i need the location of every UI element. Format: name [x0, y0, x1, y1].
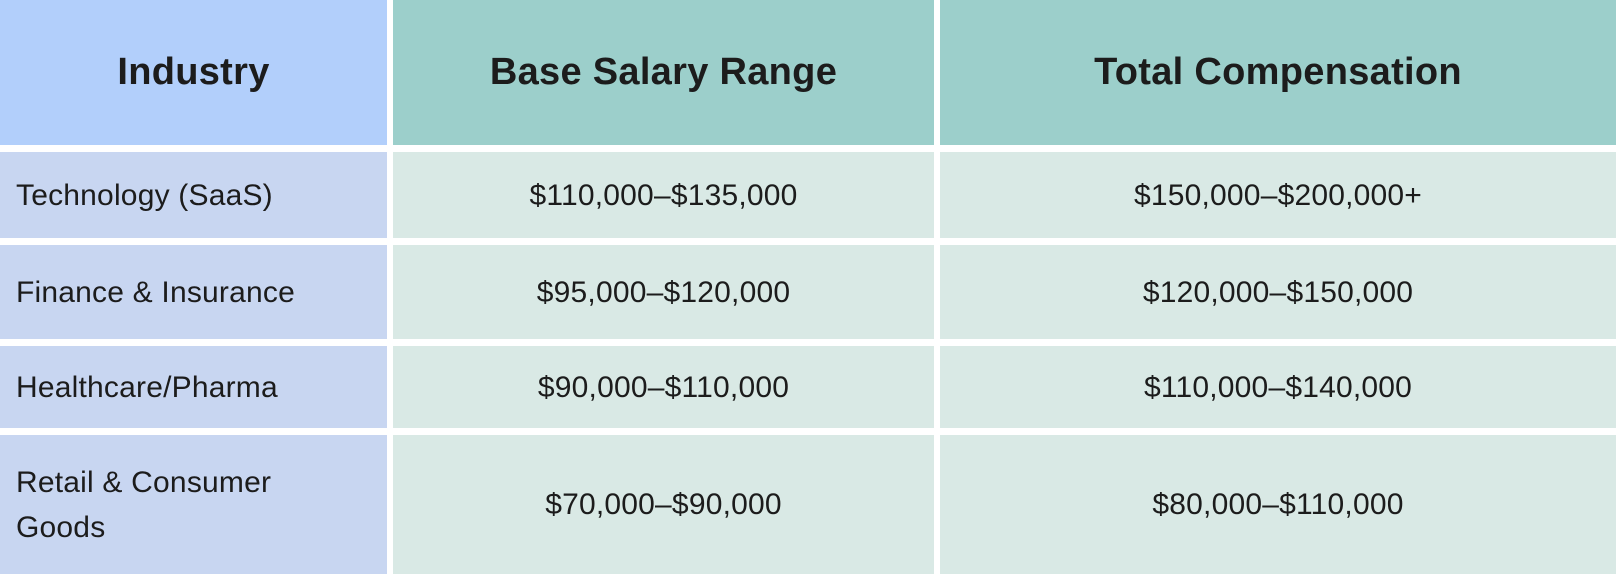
cell-base-retail: $70,000–$90,000: [393, 435, 934, 574]
cell-total-finance: $120,000–$150,000: [940, 245, 1616, 339]
cell-total-retail: $80,000–$110,000: [940, 435, 1616, 574]
header-base-salary-range: Base Salary Range: [393, 0, 934, 145]
cell-industry-healthcare: Healthcare/Pharma: [0, 346, 387, 428]
cell-industry-technology: Technology (SaaS): [0, 152, 387, 238]
cell-total-technology: $150,000–$200,000+: [940, 152, 1616, 238]
cell-base-healthcare: $90,000–$110,000: [393, 346, 934, 428]
cell-industry-finance: Finance & Insurance: [0, 245, 387, 339]
cell-base-finance: $95,000–$120,000: [393, 245, 934, 339]
cell-industry-retail: Retail & Consumer Goods: [0, 435, 387, 574]
cell-base-technology: $110,000–$135,000: [393, 152, 934, 238]
cell-total-healthcare: $110,000–$140,000: [940, 346, 1616, 428]
header-total-compensation: Total Compensation: [940, 0, 1616, 145]
header-industry: Industry: [0, 0, 387, 145]
